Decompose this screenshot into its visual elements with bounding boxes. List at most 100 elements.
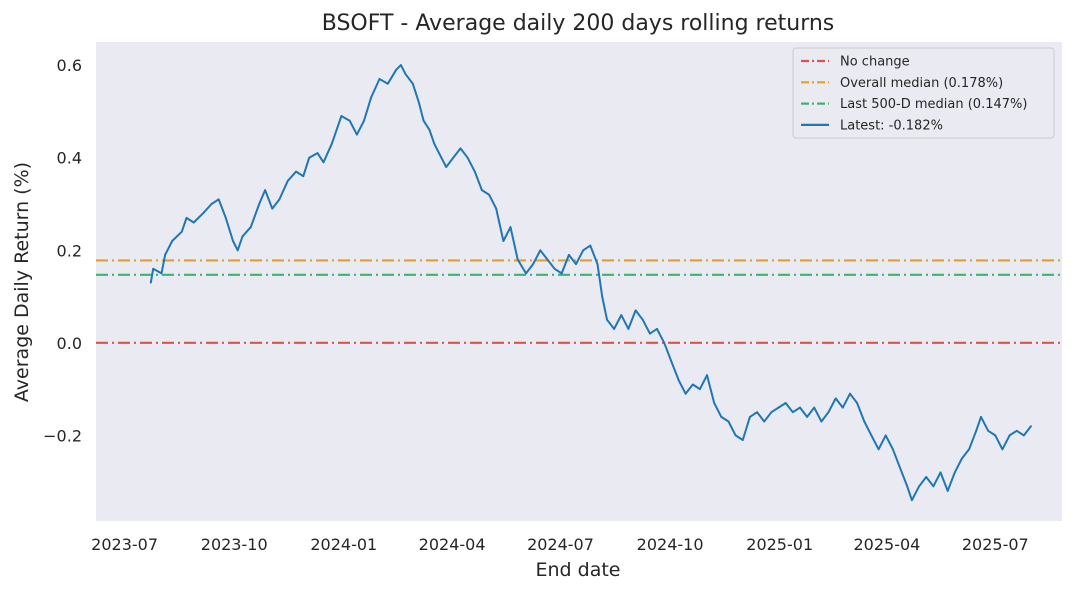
data-point xyxy=(656,328,658,330)
data-point xyxy=(509,226,512,229)
data-point xyxy=(706,374,708,377)
data-point xyxy=(620,314,623,316)
data-point xyxy=(171,240,174,242)
data-point xyxy=(870,434,873,437)
legend-label: Latest: -0.182% xyxy=(840,118,943,133)
data-point xyxy=(553,267,556,270)
data-point xyxy=(1023,434,1025,437)
data-point xyxy=(713,402,716,404)
data-point xyxy=(756,411,758,414)
reference-lines xyxy=(96,259,1062,344)
data-point xyxy=(734,434,737,437)
data-point xyxy=(699,388,701,390)
data-point xyxy=(634,309,637,312)
data-point xyxy=(386,82,389,85)
data-point xyxy=(249,226,252,229)
data-point xyxy=(677,378,680,381)
data-point xyxy=(404,73,407,76)
data-point xyxy=(1001,448,1004,451)
data-point xyxy=(422,119,425,122)
data-point xyxy=(827,411,830,414)
data-point xyxy=(670,360,673,363)
data-point xyxy=(613,328,615,330)
x-tick-label: 2023-10 xyxy=(201,535,268,554)
data-point xyxy=(395,68,398,71)
data-point xyxy=(433,142,436,145)
data-point xyxy=(370,96,372,99)
data-point xyxy=(241,235,244,238)
data-point xyxy=(473,170,476,173)
series-lines xyxy=(149,64,1032,502)
legend-label: Last 500-D median (0.147%) xyxy=(840,97,1027,112)
data-point xyxy=(939,471,942,474)
data-point xyxy=(258,203,261,205)
data-point xyxy=(502,240,505,242)
legend-box xyxy=(792,47,1055,139)
data-point xyxy=(417,101,420,104)
data-point xyxy=(841,406,844,409)
data-point xyxy=(236,249,239,252)
x-tick-label: 2025-04 xyxy=(853,535,920,554)
data-point xyxy=(1030,425,1032,427)
data-point xyxy=(987,429,990,432)
data-point xyxy=(932,485,935,488)
data-point xyxy=(428,129,431,131)
data-point xyxy=(813,406,816,409)
data-point xyxy=(488,193,490,196)
data-point xyxy=(1008,434,1011,437)
data-point xyxy=(975,429,978,432)
x-axis-label: End date xyxy=(536,559,621,581)
data-point xyxy=(980,416,982,418)
data-point xyxy=(340,115,343,117)
data-point xyxy=(348,119,351,122)
data-point xyxy=(149,281,152,284)
data-point xyxy=(784,402,787,404)
data-point xyxy=(411,82,414,85)
data-point xyxy=(438,152,440,155)
data-point xyxy=(271,207,274,210)
data-point xyxy=(356,133,358,136)
data-point xyxy=(684,392,687,395)
data-point xyxy=(452,156,455,159)
data-point xyxy=(691,383,694,386)
chart-title: BSOFT - Average daily 200 days rolling r… xyxy=(322,11,835,36)
data-point xyxy=(791,411,794,414)
data-point xyxy=(953,471,956,474)
y-axis-ticks: 0.6 0.4 0.2 0.0 −0.2 xyxy=(43,56,82,445)
data-point xyxy=(202,212,205,215)
x-tick-label: 2023-07 xyxy=(91,535,158,554)
data-point xyxy=(224,217,227,219)
y-tick-label: 0.2 xyxy=(57,241,82,260)
data-point xyxy=(663,341,666,344)
legend: No change Overall median (0.178%) Last 500… xyxy=(792,47,1055,139)
data-point xyxy=(232,240,234,242)
y-tick-label: 0.0 xyxy=(57,334,82,353)
data-point xyxy=(649,332,651,335)
data-point xyxy=(264,189,266,192)
data-point xyxy=(278,198,281,201)
data-point xyxy=(849,392,851,395)
x-tick-label: 2024-04 xyxy=(419,535,486,554)
data-point xyxy=(330,142,333,145)
data-point xyxy=(834,397,837,400)
data-point xyxy=(539,249,542,252)
data-point xyxy=(946,490,949,492)
data-point xyxy=(400,64,402,66)
data-point xyxy=(164,254,167,256)
data-point xyxy=(741,439,744,441)
x-tick-label: 2025-07 xyxy=(962,535,1029,554)
data-point xyxy=(560,272,563,275)
data-point xyxy=(295,170,297,173)
data-point xyxy=(185,217,188,219)
data-point xyxy=(495,207,498,210)
x-tick-label: 2025-01 xyxy=(746,535,813,554)
data-point xyxy=(532,263,534,265)
y-axis-label: Average Daily Return (%) xyxy=(11,162,33,402)
legend-label: Overall median (0.178%) xyxy=(840,76,1003,91)
data-point xyxy=(210,203,213,205)
y-tick-label: −0.2 xyxy=(43,426,82,445)
data-point xyxy=(217,198,220,201)
data-point xyxy=(799,406,801,409)
data-point xyxy=(546,258,549,261)
data-point xyxy=(961,457,963,460)
